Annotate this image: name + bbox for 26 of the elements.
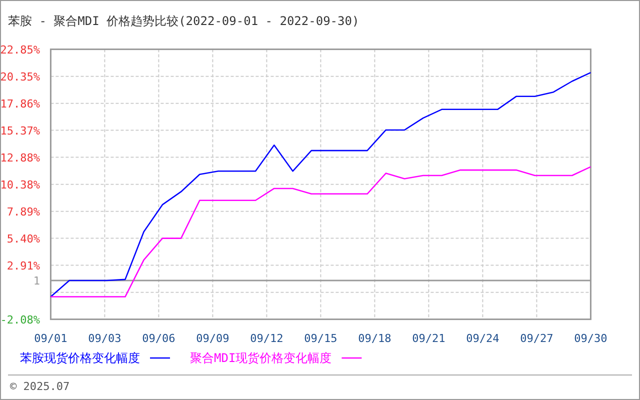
- legend-label: 苯胺现货价格变化幅度: [20, 351, 140, 365]
- y-tick-label: 12.88%: [0, 151, 40, 164]
- x-tick-label: 09/30: [574, 332, 608, 345]
- x-tick-label: 09/06: [142, 332, 176, 345]
- y-tick-label: 1: [33, 274, 40, 288]
- x-tick-label: 09/24: [466, 332, 500, 345]
- y-tick-label: 20.35%: [0, 70, 40, 84]
- legend-label: 聚合MDI现货价格变化幅度: [190, 351, 332, 365]
- x-tick-label: 09/27: [520, 332, 554, 345]
- text: © 2025.07: [10, 380, 70, 393]
- y-tick-label: 22.85%: [0, 43, 40, 56]
- x-tick-label: 09/01: [34, 332, 68, 345]
- y-tick-label: 5.40%: [6, 232, 40, 246]
- y-tick-label: 2.91%: [6, 259, 40, 272]
- x-tick-label: 09/15: [304, 332, 338, 345]
- y-tick-label: 7.89%: [6, 205, 40, 218]
- x-tick-label: 09/21: [412, 332, 446, 345]
- x-tick-label: 09/12: [250, 332, 284, 345]
- y-tick-label: -2.08%: [0, 313, 40, 326]
- chart-title: 苯胺 - 聚合MDI 价格趋势比较(2022-09-01 - 2022-09-30): [8, 14, 360, 28]
- x-tick-label: 09/03: [88, 332, 122, 345]
- x-tick-label: 09/09: [196, 332, 230, 345]
- y-tick-label: 17.86%: [0, 97, 40, 110]
- y-tick-label: 10.38%: [0, 178, 40, 192]
- y-tick-label: 15.37%: [0, 124, 40, 138]
- x-tick-label: 09/18: [358, 332, 392, 345]
